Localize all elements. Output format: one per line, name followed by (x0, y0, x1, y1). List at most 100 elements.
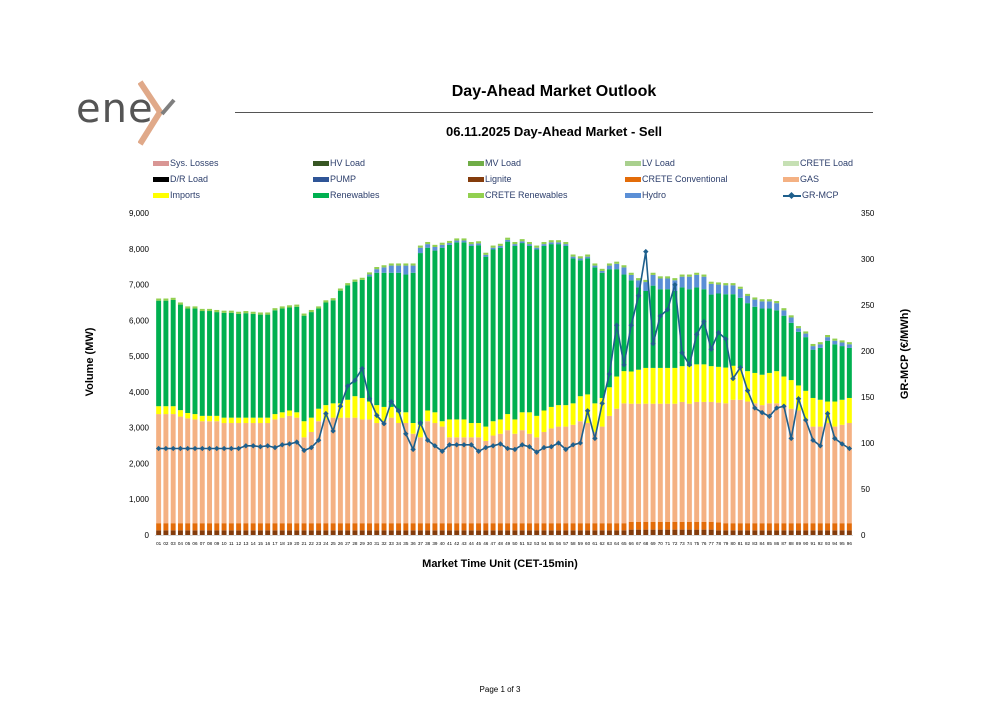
bar-segment-renewables (207, 311, 212, 416)
bar-segment-crete_conv (548, 523, 554, 531)
x-tick-label: 43 (461, 541, 467, 546)
bar-segment-crete_ren (766, 299, 772, 302)
bar-segment-hydro (512, 244, 518, 246)
bar-segment-renewables (490, 249, 496, 422)
bar-segment-hydro (388, 265, 394, 273)
bar-segment-lignite (730, 530, 736, 535)
x-tick-label: 06 (192, 541, 198, 546)
bar-segment-imports (250, 417, 256, 424)
x-tick-label: 80 (730, 541, 736, 546)
bar-segment-renewables (686, 289, 692, 367)
x-tick-label: 01 (156, 541, 162, 546)
bar-segment-gas (367, 419, 372, 524)
bar-segment-imports (221, 417, 227, 424)
bar-segment-crete_ren (177, 302, 183, 305)
bar-segment-lignite (468, 530, 474, 535)
bar-segment-imports (665, 367, 671, 404)
mcp-point (788, 435, 794, 442)
x-tick-label: 20 (294, 541, 300, 546)
bar-segment-imports (832, 401, 838, 427)
bar-segment-hydro (570, 256, 576, 259)
bar-segment-gas (636, 403, 641, 522)
bar-segment-gas (163, 414, 169, 524)
y-tick-label: 9,000 (129, 209, 150, 218)
bar-segment-crete_conv (170, 523, 176, 531)
y2-axis-title: GR-MCP (€/MWh) (899, 308, 911, 400)
mcp-point (621, 362, 627, 368)
bar-segment-imports (723, 367, 729, 404)
bar-segment-lignite (643, 529, 649, 535)
bar-segment-renewables (796, 331, 801, 386)
bar-segment-imports (272, 414, 278, 420)
bar-segment-crete_conv (752, 523, 758, 531)
bar-segment-crete_conv (628, 521, 634, 530)
bar-segment-gas (657, 403, 663, 522)
bar-segment-lignite (476, 530, 482, 535)
bar-segment-renewables (774, 310, 780, 372)
legend-label: Hydro (642, 190, 667, 200)
bar-segment-lignite (207, 530, 212, 535)
legend-item-pump: PUMP (313, 172, 356, 186)
bar-segment-crete_ren (367, 272, 372, 275)
bar-segment-gas (534, 437, 540, 524)
bar-segment-lignite (723, 530, 729, 535)
bar-segment-gas (730, 399, 736, 524)
legend-label: D/R Load (170, 174, 209, 184)
bar-segment-lignite (367, 530, 372, 535)
bar-segment-crete_ren (287, 305, 292, 308)
legend-item-imports: Imports (153, 188, 200, 202)
bar-segment-crete_conv (447, 523, 452, 531)
bar-segment-imports (192, 414, 198, 420)
bar-segment-hydro (425, 244, 431, 248)
bar-segment-renewables (701, 289, 707, 365)
bar-segment-crete_ren (454, 238, 460, 241)
bar-segment-lignite (679, 529, 685, 535)
mcp-point (330, 428, 336, 434)
bar-segment-renewables (759, 308, 765, 375)
title-divider (235, 112, 873, 113)
bar-segment-crete_conv (250, 523, 256, 531)
bar-segment-lignite (512, 530, 518, 535)
bar-segment-crete_conv (243, 523, 249, 531)
bar-segment-gas (650, 403, 656, 522)
bar-segment-imports (439, 421, 445, 427)
bar-segment-crete_conv (410, 523, 416, 531)
bar-segment-renewables (308, 312, 314, 418)
bar-segment-crete_conv (825, 523, 831, 531)
logo-x-mark (138, 80, 176, 146)
bar-segment-imports (279, 412, 285, 418)
bar-segment-crete_conv (599, 523, 605, 531)
bar-segment-lignite (294, 530, 300, 535)
bar-segment-gas (214, 421, 220, 524)
mcp-point (381, 421, 387, 427)
bar-segment-renewables (461, 242, 467, 420)
bar-segment-gas (308, 431, 314, 524)
bar-segment-renewables (803, 337, 809, 391)
bar-segment-imports (686, 366, 692, 404)
x-tick-label: 11 (229, 541, 234, 546)
bar-segment-lignite (359, 530, 365, 535)
bar-segment-hydro (723, 285, 729, 295)
bar-segment-crete_ren (672, 278, 678, 281)
bar-segment-renewables (185, 308, 191, 413)
bar-segment-hydro (526, 244, 532, 246)
bar-segment-crete_ren (265, 312, 271, 315)
bar-segment-hydro (745, 296, 751, 304)
bar-segment-gas (817, 426, 823, 524)
bar-segment-lignite (766, 530, 772, 535)
bar-segment-crete_conv (505, 523, 511, 531)
mcp-point (694, 331, 700, 338)
bar-segment-crete_ren (621, 265, 627, 268)
bar-segment-renewables (730, 294, 736, 366)
bar-segment-crete_ren (468, 241, 474, 245)
bar-segment-crete_conv (723, 523, 729, 531)
bar-segment-crete_ren (650, 272, 656, 275)
bar-segment-gas (519, 430, 525, 524)
bar-segment-imports (505, 414, 511, 431)
bar-segment-gas (323, 419, 329, 524)
bar-segment-imports (367, 401, 372, 420)
x-tick-label: 91 (810, 541, 816, 546)
x-tick-label: 29 (360, 541, 366, 546)
bar-segment-crete_ren (752, 297, 758, 300)
bar-segment-hydro (367, 274, 372, 277)
